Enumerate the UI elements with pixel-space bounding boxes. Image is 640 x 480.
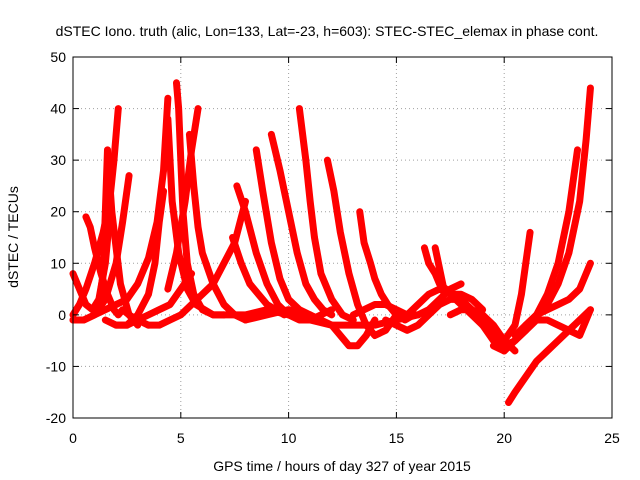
series-points — [479, 229, 534, 344]
series-points — [145, 198, 249, 329]
series-points — [432, 244, 486, 313]
series-points — [511, 84, 594, 339]
series-points — [382, 296, 465, 334]
y-tick-label: 10 — [50, 255, 66, 271]
series-points — [268, 131, 335, 318]
x-tick-label: 5 — [177, 430, 185, 446]
y-tick-label: -20 — [46, 410, 66, 426]
y-tick-label: -10 — [46, 358, 66, 374]
plot-frame — [72, 56, 613, 419]
x-tick-label: 0 — [69, 430, 77, 446]
y-axis-label: dSTEC / TECUs — [5, 186, 21, 288]
series-points — [296, 105, 357, 324]
y-tick-label: 40 — [50, 101, 66, 117]
x-tick-label: 20 — [496, 430, 512, 446]
x-axis-label: GPS time / hours of day 327 of year 2015 — [213, 458, 471, 474]
x-tick-label: 15 — [389, 430, 405, 446]
plot-marks — [69, 79, 594, 407]
series-points — [253, 146, 314, 318]
y-tick-label: 50 — [50, 49, 66, 65]
axis-ticks: 0 5 10 15 20 25 -20 -10 0 10 20 30 40 50 — [46, 49, 620, 446]
x-tick-label: 25 — [604, 430, 620, 446]
x-tick-label: 10 — [281, 430, 297, 446]
series-points — [95, 146, 141, 329]
y-tick-label: 0 — [58, 307, 66, 323]
chart-title: dSTEC Iono. truth (alic, Lon=133, Lat=-2… — [56, 23, 599, 39]
y-tick-label: 20 — [50, 204, 66, 220]
y-tick-label: 30 — [50, 152, 66, 168]
